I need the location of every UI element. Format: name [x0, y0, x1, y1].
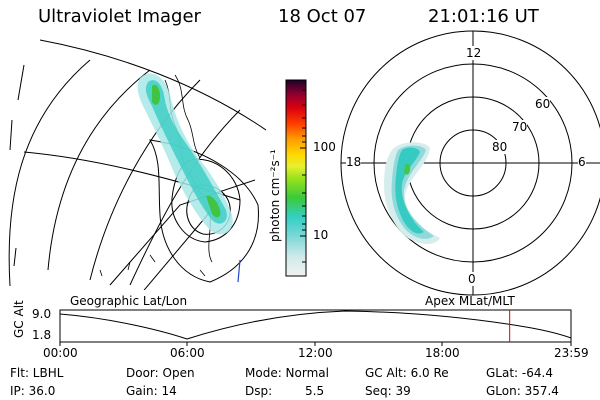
mlat-label-60: 60 — [535, 97, 551, 111]
time-readout: 21:01:16 UT — [428, 6, 539, 27]
date-readout: 18 Oct 07 — [278, 6, 367, 27]
status-door: Door: Open — [126, 366, 195, 380]
mlt-label-0: 0 — [468, 272, 476, 286]
status-mode: Mode: Normal — [245, 366, 329, 380]
colorbar-ticks — [300, 89, 306, 263]
colorbar-tick-10: 10 — [313, 228, 329, 242]
status-dsp-label: Dsp: — [245, 384, 273, 398]
polar-aurora — [384, 142, 440, 244]
timeline-xtick-1200: 12:00 — [298, 346, 333, 360]
status-glat: GLat: -64.4 — [486, 366, 553, 380]
timeline-x-ticks — [59, 342, 572, 346]
geographic-map — [8, 39, 267, 290]
status-glon: GLon: 357.4 — [486, 384, 559, 398]
status-gc-alt: GC Alt: 6.0 Re — [365, 366, 449, 380]
colorbar-tick-100: 100 — [313, 140, 336, 154]
timeline-ytick-top: 9.0 — [32, 307, 52, 321]
mlt-label-18: 18 — [346, 155, 362, 169]
geographic-panel-label: Geographic Lat/Lon — [70, 294, 188, 308]
status-dsp-value: 5.5 — [305, 384, 325, 398]
timeline-ytick-bottom: 1.8 — [32, 328, 52, 342]
polar-plot — [340, 30, 600, 296]
status-seq: Seq: 39 — [365, 384, 411, 398]
mlat-label-80: 80 — [492, 140, 508, 154]
mlt-label-6: 6 — [578, 155, 586, 169]
mlt-label-12: 12 — [466, 46, 482, 60]
mlat-label-70: 70 — [512, 120, 528, 134]
timeline-xtick-0600: 06:00 — [170, 346, 205, 360]
timeline-xtick-0000: 00:00 — [43, 346, 78, 360]
apex-panel-label: Apex MLat/MLT — [425, 294, 515, 308]
app-title: Ultraviolet Imager — [38, 6, 201, 27]
timeline-xtick-2359: 23:59 — [554, 346, 589, 360]
altitude-curve — [59, 310, 572, 340]
status-gain: Gain: 14 — [126, 384, 177, 398]
colorbar — [285, 79, 307, 277]
status-filter: Flt: LBHL — [10, 366, 64, 380]
status-ip: IP: 36.0 — [10, 384, 56, 398]
timeline-axis-label: GC Alt — [12, 300, 26, 338]
timeline-xtick-1800: 18:00 — [425, 346, 460, 360]
